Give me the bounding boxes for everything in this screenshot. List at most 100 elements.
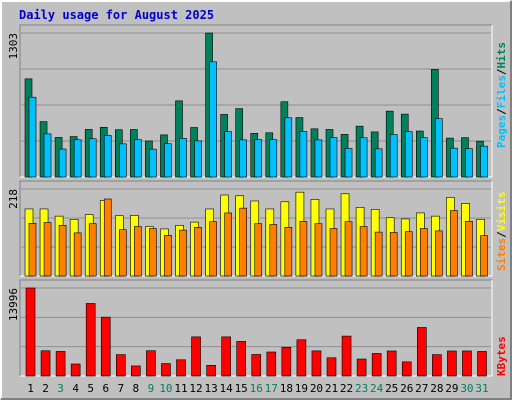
x-tick-label-day: 14 xyxy=(220,382,234,395)
bar-kbytes xyxy=(251,354,262,377)
bar-sites xyxy=(88,223,97,277)
legend-bottom: KBytes xyxy=(495,336,508,376)
x-tick-label-day: 12 xyxy=(189,382,202,395)
bar-files xyxy=(254,139,263,178)
x-tick-label-day: 16 xyxy=(250,382,263,395)
x-tick-label-day: 1 xyxy=(27,382,34,395)
bar-kbytes xyxy=(131,365,141,377)
bar-files xyxy=(359,137,368,178)
bar-files xyxy=(239,139,247,178)
plot-border-shadow xyxy=(19,180,492,276)
bar-sites xyxy=(103,198,112,277)
bar-files xyxy=(28,96,37,178)
x-tick-label-day: 9 xyxy=(148,382,155,395)
bar-files xyxy=(450,147,458,178)
x-tick-label-day: 7 xyxy=(117,382,124,395)
bar-kbytes xyxy=(100,316,111,377)
bar-sites xyxy=(134,226,142,277)
x-tick-label-day: 11 xyxy=(174,382,187,395)
x-tick-label-day: 27 xyxy=(415,382,428,395)
bar-files xyxy=(329,137,338,178)
bar-kbytes xyxy=(176,359,186,377)
x-tick-label-day: 17 xyxy=(265,382,278,395)
bar-sites xyxy=(299,221,308,277)
plot-panel-kbytes: 13996 xyxy=(7,279,493,377)
bar-files xyxy=(299,131,308,178)
x-tick-label-day: 25 xyxy=(385,382,398,395)
bar-files xyxy=(149,148,157,178)
x-tick-label-day: 19 xyxy=(295,382,308,395)
bar-files xyxy=(404,131,413,178)
bar-files xyxy=(43,133,52,178)
bar-sites xyxy=(269,224,278,277)
plot-panel-hits-files-pages: 1303 xyxy=(7,24,493,178)
bar-sites xyxy=(254,223,263,277)
x-tick-label-day: 30 xyxy=(460,382,473,395)
bar-files xyxy=(134,139,142,178)
x-tick-label-day: 4 xyxy=(72,382,79,395)
y-max-tick-label: 1303 xyxy=(7,33,20,60)
legend-kbytes: KBytes xyxy=(495,336,508,376)
plot-border-shadow xyxy=(19,24,492,177)
plot-border-shadow xyxy=(19,279,492,376)
bar-files xyxy=(88,138,97,178)
x-tick-label-day: 15 xyxy=(235,382,248,395)
bar-sites xyxy=(149,228,157,277)
bar-sites xyxy=(435,230,443,277)
bar-sites xyxy=(119,229,127,277)
bar-sites xyxy=(194,227,202,277)
bar-kbytes xyxy=(371,353,382,377)
bar-kbytes xyxy=(70,363,81,377)
bar-sites xyxy=(43,222,52,277)
bar-kbytes xyxy=(432,354,442,377)
x-tick-label-day: 24 xyxy=(370,382,384,395)
bar-sites xyxy=(404,231,413,277)
bar-files xyxy=(389,134,398,178)
bar-files xyxy=(269,139,278,178)
x-tick-label-day: 6 xyxy=(102,382,109,395)
bar-kbytes xyxy=(25,287,36,377)
x-tick-label-day: 2 xyxy=(42,382,49,395)
bar-kbytes xyxy=(356,358,367,377)
bar-files xyxy=(119,143,127,178)
bar-kbytes xyxy=(326,357,337,377)
bar-files xyxy=(103,135,112,178)
bar-kbytes xyxy=(281,346,292,377)
bar-sites xyxy=(58,225,67,277)
bar-files xyxy=(179,138,187,178)
bar-files xyxy=(209,61,217,178)
bar-files xyxy=(419,137,428,178)
legend-files: Files xyxy=(495,75,508,108)
bar-sites xyxy=(164,234,172,277)
bar-sites xyxy=(73,232,82,277)
bar-sites xyxy=(314,223,323,277)
bar-kbytes xyxy=(462,350,472,377)
bar-files xyxy=(480,145,488,178)
y-max-tick-label: 218 xyxy=(7,189,20,209)
legend-pages: Pages xyxy=(495,115,508,148)
x-tick-label-day: 10 xyxy=(159,382,172,395)
bar-kbytes xyxy=(416,327,427,377)
bar-sites xyxy=(239,207,247,277)
legend-separator: / xyxy=(495,231,508,238)
bar-kbytes xyxy=(401,361,412,377)
bar-sites xyxy=(28,223,37,277)
x-tick-label-day: 5 xyxy=(87,382,94,395)
x-axis-day-labels: 1 2 3 4 5 6 7 8 9 10 11 12 13 14 15 16 17 18 19 20 21 22 23 24 2… xyxy=(27,382,488,395)
x-tick-label-day: 31 xyxy=(475,382,488,395)
legend-sites: Sites xyxy=(495,238,508,271)
bar-kbytes xyxy=(116,354,126,377)
x-tick-label-day: 18 xyxy=(280,382,293,395)
bar-kbytes xyxy=(477,351,487,377)
legend-visits: Visits xyxy=(495,192,508,232)
bar-sites xyxy=(480,235,488,277)
legend-separator: / xyxy=(495,68,508,75)
bar-files xyxy=(224,131,232,178)
bar-files xyxy=(314,139,323,178)
bar-kbytes xyxy=(386,350,397,377)
bar-kbytes xyxy=(206,365,216,377)
y-max-tick-label: 13996 xyxy=(7,288,20,321)
bar-sites xyxy=(359,226,368,277)
